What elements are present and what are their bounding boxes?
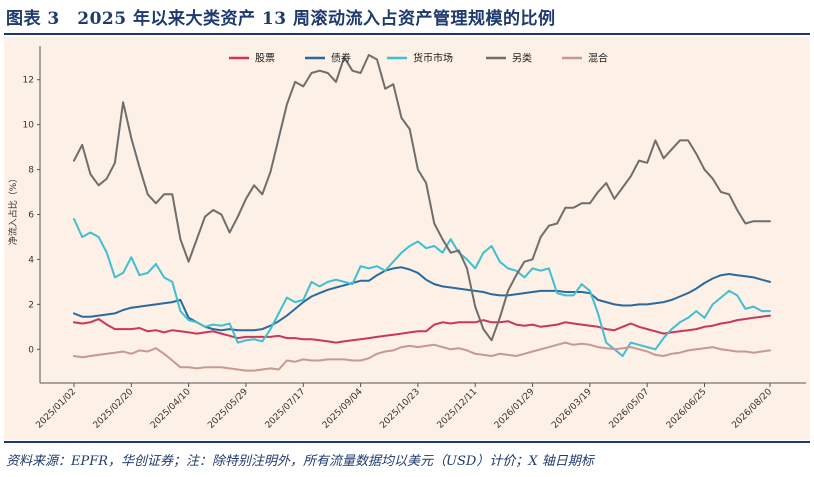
- series-line-货币市场: [73, 218, 771, 357]
- x-tick-label: 2026/03/19: [550, 387, 594, 431]
- legend-label-股票: 股票: [255, 53, 275, 65]
- footer-divider: [4, 441, 810, 443]
- figure-title: 图表 3 2025 年以来大类资产 13 周滚动流入占资产管理规模的比例: [6, 9, 556, 29]
- x-tick-label: 2025/07/17: [264, 387, 308, 431]
- x-tick-label: 2025/01/02: [34, 387, 78, 431]
- y-tick-label: 12: [23, 76, 34, 86]
- legend-label-另类: 另类: [512, 52, 532, 65]
- x-axis-ticks: 2025/01/02 2025/02/20 2025/04/10 2025/05/29…: [34, 383, 774, 431]
- chart-panel: [4, 37, 810, 440]
- x-tick-label: 2026/05/07: [608, 387, 652, 431]
- y-tick-label: 10: [23, 121, 35, 131]
- x-tick-label: 2025/04/10: [149, 387, 193, 431]
- series-line-股票: [73, 314, 771, 344]
- legend-label-货币市场: 货币市场: [413, 52, 453, 65]
- y-axis-ticks: 0 2 4 6 8 10 12: [23, 76, 40, 355]
- y-tick-label: 4: [28, 255, 34, 265]
- x-tick-label: 2026/08/20: [730, 387, 774, 431]
- chart-axes: [39, 46, 806, 384]
- y-tick-label: 6: [28, 211, 34, 221]
- x-tick-label: 2025/09/04: [321, 387, 365, 431]
- legend-label-债券: 债券: [331, 52, 351, 65]
- x-tick-label: 2025/12/11: [436, 387, 480, 431]
- y-axis-label: 净流入占比（%）: [7, 174, 19, 246]
- x-tick-label: 2025/02/20: [92, 387, 136, 431]
- series-line-混合: [73, 341, 771, 372]
- x-tick-label: 2025/05/29: [206, 387, 250, 431]
- x-tick-label: 2025/10/23: [378, 387, 422, 431]
- legend-label-混合: 混合: [588, 52, 608, 65]
- y-tick-label: 8: [28, 166, 34, 176]
- title-divider: [4, 33, 810, 35]
- x-tick-label: 2026/01/29: [493, 387, 537, 431]
- y-tick-label: 0: [28, 345, 34, 355]
- series-line-债券: [73, 266, 771, 332]
- series-line-另类: [73, 54, 771, 342]
- x-tick-label: 2026/06/25: [665, 387, 709, 431]
- chart-legend: 股票 债券 货币市场 另类 混合: [229, 52, 608, 65]
- source-note: 资料来源：EPFR，华创证券；注：除特别注明外，所有流量数据均以美元（USD）计…: [6, 454, 594, 469]
- y-tick-label: 2: [28, 300, 34, 310]
- series-lines: [73, 54, 771, 372]
